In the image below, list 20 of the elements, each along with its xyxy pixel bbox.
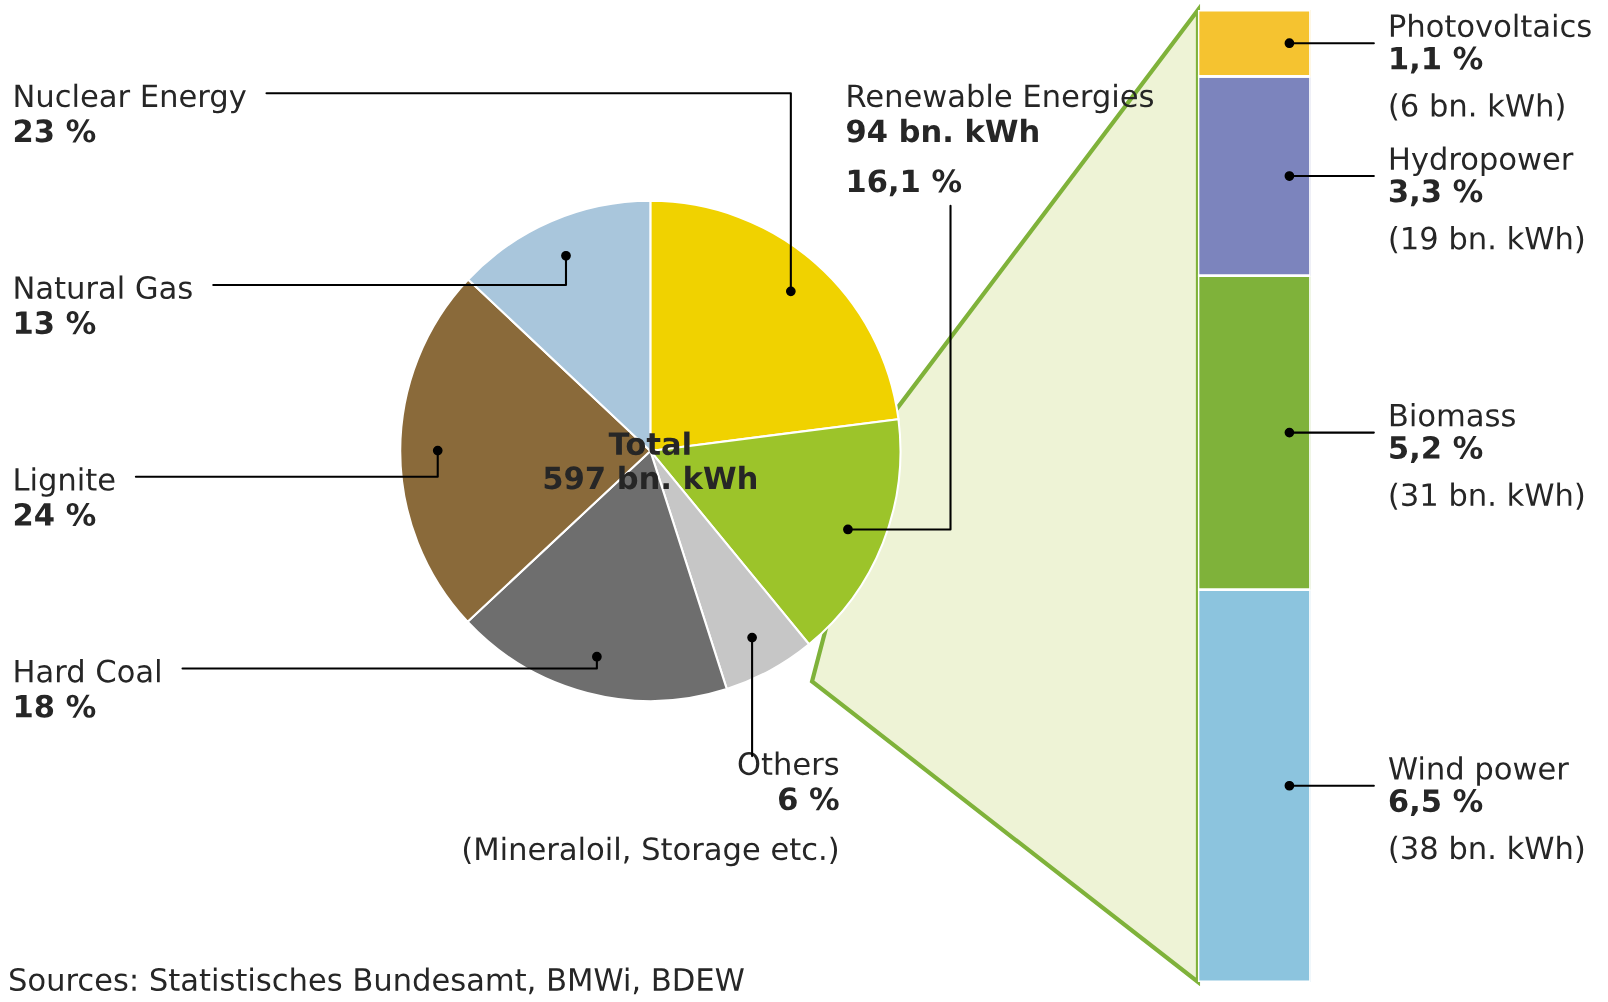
data-label: 5,2 % (31 bn. kWh) — [1390, 435, 1584, 510]
data-label: 94 bn. kWh 16,1 % — [847, 118, 1038, 197]
slice-label: Hard Coal — [15, 658, 160, 683]
source-note: Sources: Statistisches Bundesamt, BMWi, BDEW — [10, 967, 744, 995]
data-label: 13 % — [15, 311, 96, 335]
text: Biomass — [1390, 403, 1515, 427]
data-label: 1,1 % (6 bn. kWh) — [1390, 46, 1564, 121]
slice-label: Nuclear Energy — [15, 83, 246, 114]
text: Hydropower — [1390, 146, 1574, 177]
data-label: 3,3 % (19 bn. kWh) — [1389, 179, 1584, 254]
data-label: 24 % — [14, 502, 96, 526]
text: Wind power — [1388, 756, 1569, 786]
text: Photovoltaics — [1390, 13, 1591, 38]
data-label: 6,5 % (38 bn. kWh) — [1389, 789, 1584, 864]
slice-label: Lignite — [15, 467, 115, 497]
data-label: 6 % (Mineraloil, Storage etc.) — [463, 787, 839, 867]
slice-label: Others — [738, 751, 839, 776]
data-label: 18 % — [15, 694, 96, 718]
slice-label: Natural Gas — [15, 275, 192, 300]
data-label: 23 % — [14, 119, 96, 143]
